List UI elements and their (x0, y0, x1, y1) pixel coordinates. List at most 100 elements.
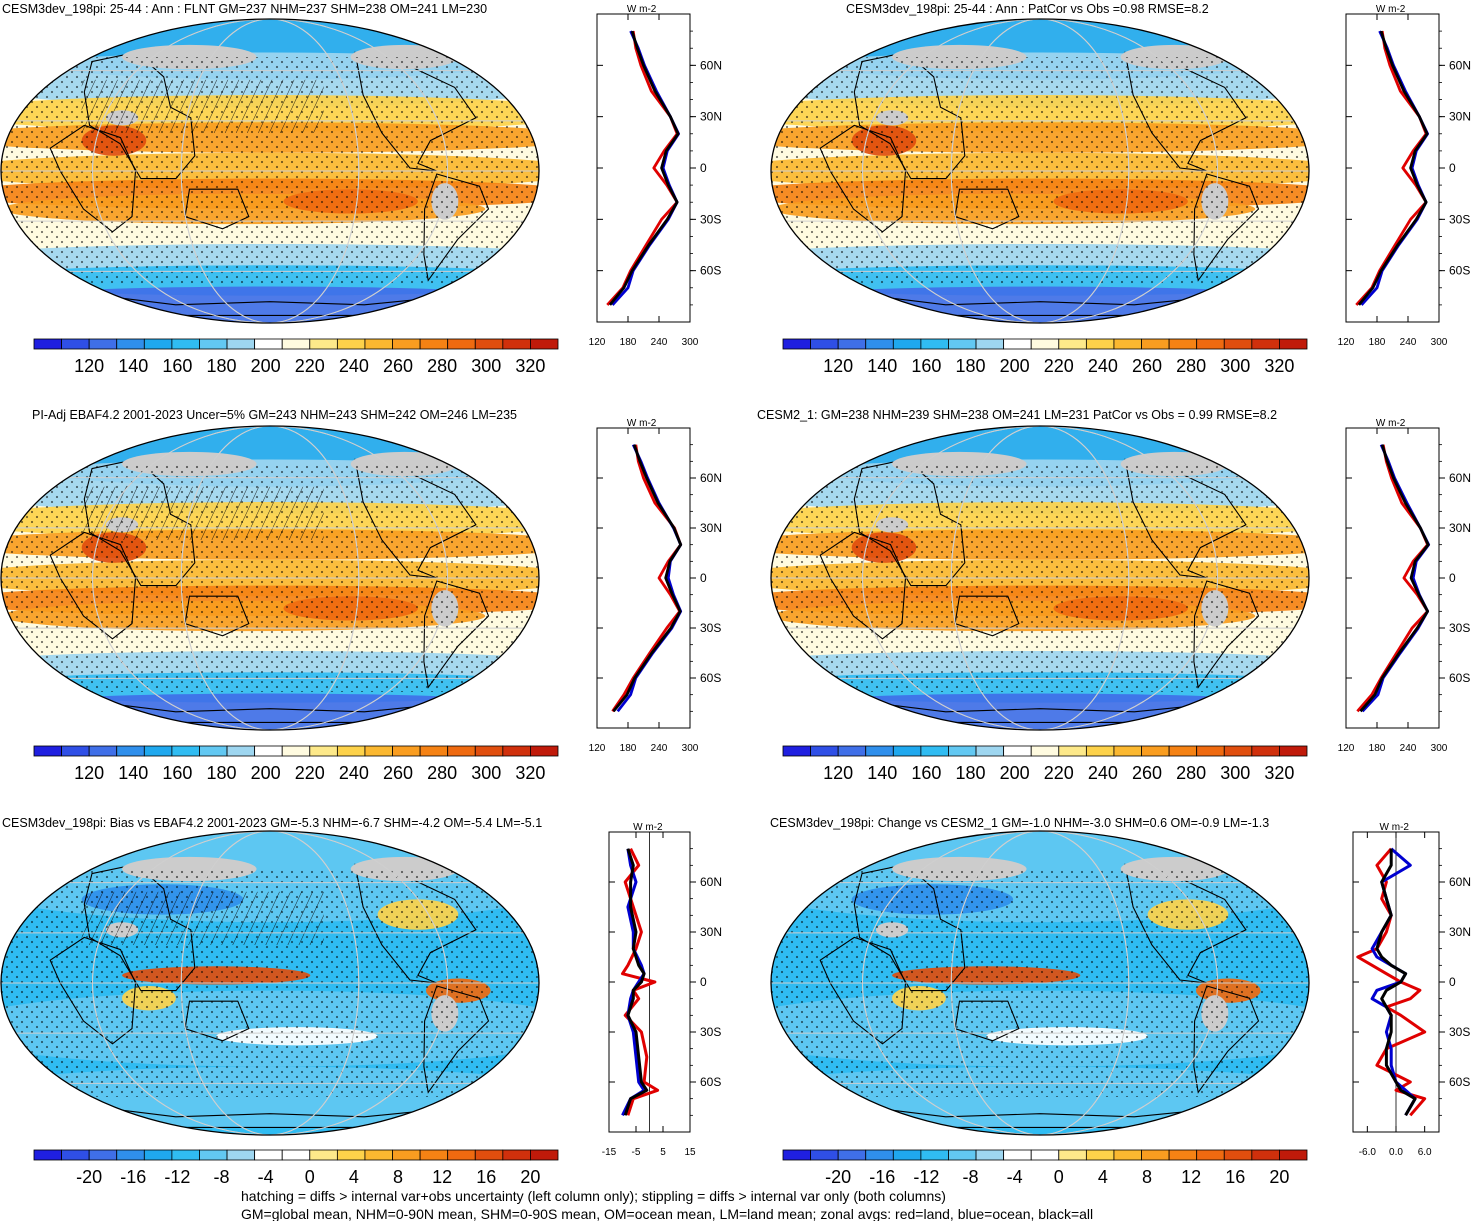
map-border (770, 18, 1310, 324)
colorbar-bin (226, 745, 256, 757)
zonal-line-all (612, 444, 683, 713)
colorbar-bin (892, 1149, 922, 1161)
colorbar-bin (336, 338, 366, 350)
zonal-lat-label: 0 (1449, 161, 1456, 175)
zonal-mean-plot: W m-2 60N 30N 0 30S 60S 120 180 240 300 (1338, 4, 1471, 348)
field-contour (1, 286, 539, 323)
zonal-lat-label: 0 (1449, 571, 1456, 585)
colorbar-tick-label: -20 (825, 1167, 851, 1187)
field-contour (771, 286, 1309, 323)
field-contour (771, 693, 1309, 730)
zonal-lat-label: 60N (700, 58, 722, 72)
map (771, 831, 1309, 1135)
zonal-x-tick-label: 6.0 (1418, 1147, 1432, 1158)
colorbar-bin (1113, 1149, 1142, 1161)
colorbar-bin (447, 1149, 476, 1161)
map (1, 426, 539, 730)
colorbar-tick-label: 260 (1132, 356, 1162, 376)
panel-title: CESM3dev_198pi: Change vs CESM2_1 GM=-1.… (770, 816, 1269, 830)
zonal-x-tick-label: 300 (1431, 743, 1448, 754)
zonal-x-tick-label: 240 (1400, 743, 1417, 754)
colorbar-bin (61, 745, 90, 757)
colorbar: 120 140 160 180 200 220 240 260 280 300 320 (33, 745, 559, 783)
colorbar-bin (88, 1149, 118, 1161)
colorbar-bin (1279, 338, 1308, 350)
gridline (861, 426, 1219, 730)
colorbar-tick-label: 220 (295, 356, 325, 376)
colorbar-bin (336, 745, 366, 757)
colorbar-bin (143, 745, 173, 757)
colorbar-tick-label: -8 (963, 1167, 979, 1187)
colorbar-tick-label: 120 (823, 763, 853, 783)
zonal-x-tick-label: 5 (660, 1147, 666, 1158)
colorbar-bin (1141, 745, 1170, 757)
colorbar-bin (254, 338, 283, 350)
colorbar-bin (474, 338, 504, 350)
hatching (81, 891, 324, 945)
map (1, 831, 539, 1135)
zonal-units: W m-2 (1376, 418, 1406, 429)
zonal-mean-plot: W m-2 60N 30N 0 30S 60S 120 180 240 300 (589, 4, 722, 348)
zonal-lat-label: 60S (1449, 264, 1470, 278)
colorbar-tick-label: 8 (1142, 1167, 1152, 1187)
colorbar-bin (530, 745, 559, 757)
colorbar-tick-label: 140 (867, 763, 897, 783)
colorbar-bin (502, 745, 531, 757)
zonal-x-tick-label: 180 (620, 743, 637, 754)
colorbar-bin (975, 745, 1005, 757)
colorbar-bin (116, 338, 145, 350)
colorbar-tick-label: 280 (1176, 763, 1206, 783)
panel-1: CESM3dev_198pi: 25-44 : Ann : FLNT GM=23… (0, 2, 722, 376)
colorbar-tick-label: 140 (867, 356, 897, 376)
zonal-x-tick-label: 240 (651, 337, 668, 348)
zonal-lat-label: 60N (1449, 58, 1471, 72)
colorbar-tick-label: -8 (214, 1167, 230, 1187)
map (771, 426, 1309, 730)
colorbar-bin (419, 1149, 449, 1161)
colorbar-tick-label: -4 (1007, 1167, 1023, 1187)
zonal-units: W m-2 (1376, 4, 1406, 15)
colorbar-bin (281, 338, 311, 350)
colorbar-tick-label: 160 (162, 763, 192, 783)
colorbar-bin (1223, 745, 1253, 757)
gridline (861, 19, 1219, 323)
colorbar-bin (837, 338, 867, 350)
colorbar-tick-label: 280 (427, 356, 457, 376)
gridline (91, 19, 449, 323)
zonal-lat-label: 30S (700, 621, 721, 635)
colorbar-bin (865, 338, 894, 350)
colorbar-bin (392, 1149, 421, 1161)
footnote-line-2: GM=global mean, NHM=0-90N mean, SHM=0-90… (241, 1206, 1093, 1221)
colorbar-bin (309, 745, 338, 757)
colorbar-bin (502, 338, 531, 350)
colorbar-bin (1058, 745, 1087, 757)
colorbar-bin (892, 745, 922, 757)
colorbar-bin (474, 1149, 504, 1161)
colorbar-tick-label: 12 (432, 1167, 452, 1187)
colorbar-tick-label: 160 (911, 763, 941, 783)
colorbar-bin (1058, 1149, 1087, 1161)
gridline (180, 19, 360, 323)
zonal-line-all (623, 848, 649, 1116)
colorbar-bin (1113, 745, 1142, 757)
colorbar-bin (975, 1149, 1005, 1161)
colorbar-bin (810, 338, 839, 350)
colorbar-bin (199, 338, 228, 350)
colorbar-bin (810, 745, 839, 757)
zonal-line-all (1375, 848, 1417, 1117)
colorbar-bin (1003, 338, 1032, 350)
zonal-lat-label: 60S (700, 1075, 721, 1089)
colorbar-bin (1196, 1149, 1225, 1161)
colorbar-tick-label: 120 (823, 356, 853, 376)
colorbar-bin (254, 1149, 283, 1161)
zonal-lat-label: 30N (700, 925, 722, 939)
gridline (180, 831, 360, 1135)
colorbar-bin (199, 1149, 228, 1161)
colorbar-bin (1003, 745, 1032, 757)
colorbar-tick-label: 260 (1132, 763, 1162, 783)
colorbar: 120 140 160 180 200 220 240 260 280 300 320 (33, 338, 559, 376)
colorbar-tick-label: 220 (1044, 356, 1074, 376)
colorbar-bin (254, 745, 283, 757)
colorbar-bin (1141, 1149, 1170, 1161)
zonal-lat-label: 0 (700, 975, 707, 989)
